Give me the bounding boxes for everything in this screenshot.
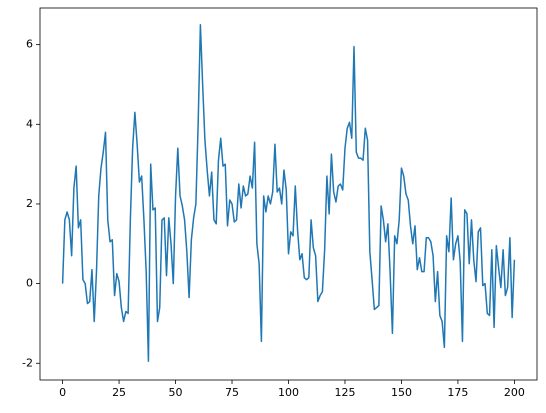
x-tick-label: 50 <box>169 386 183 399</box>
x-tick-label: 100 <box>278 386 299 399</box>
x-tick-label: 175 <box>447 386 468 399</box>
data-line <box>61 23 516 363</box>
x-tick-label: 200 <box>504 386 525 399</box>
x-tick-label: 0 <box>59 386 66 399</box>
y-tick-label: -2 <box>22 356 33 369</box>
x-tick-label: 125 <box>334 386 355 399</box>
y-tick-label: 0 <box>26 277 33 290</box>
x-tick-label: 25 <box>112 386 126 399</box>
y-tick-label: 4 <box>26 117 33 130</box>
y-tick-label: 6 <box>26 38 33 51</box>
y-tick-label: 2 <box>26 197 33 210</box>
x-tick-label: 75 <box>225 386 239 399</box>
x-tick-label: 150 <box>391 386 412 399</box>
